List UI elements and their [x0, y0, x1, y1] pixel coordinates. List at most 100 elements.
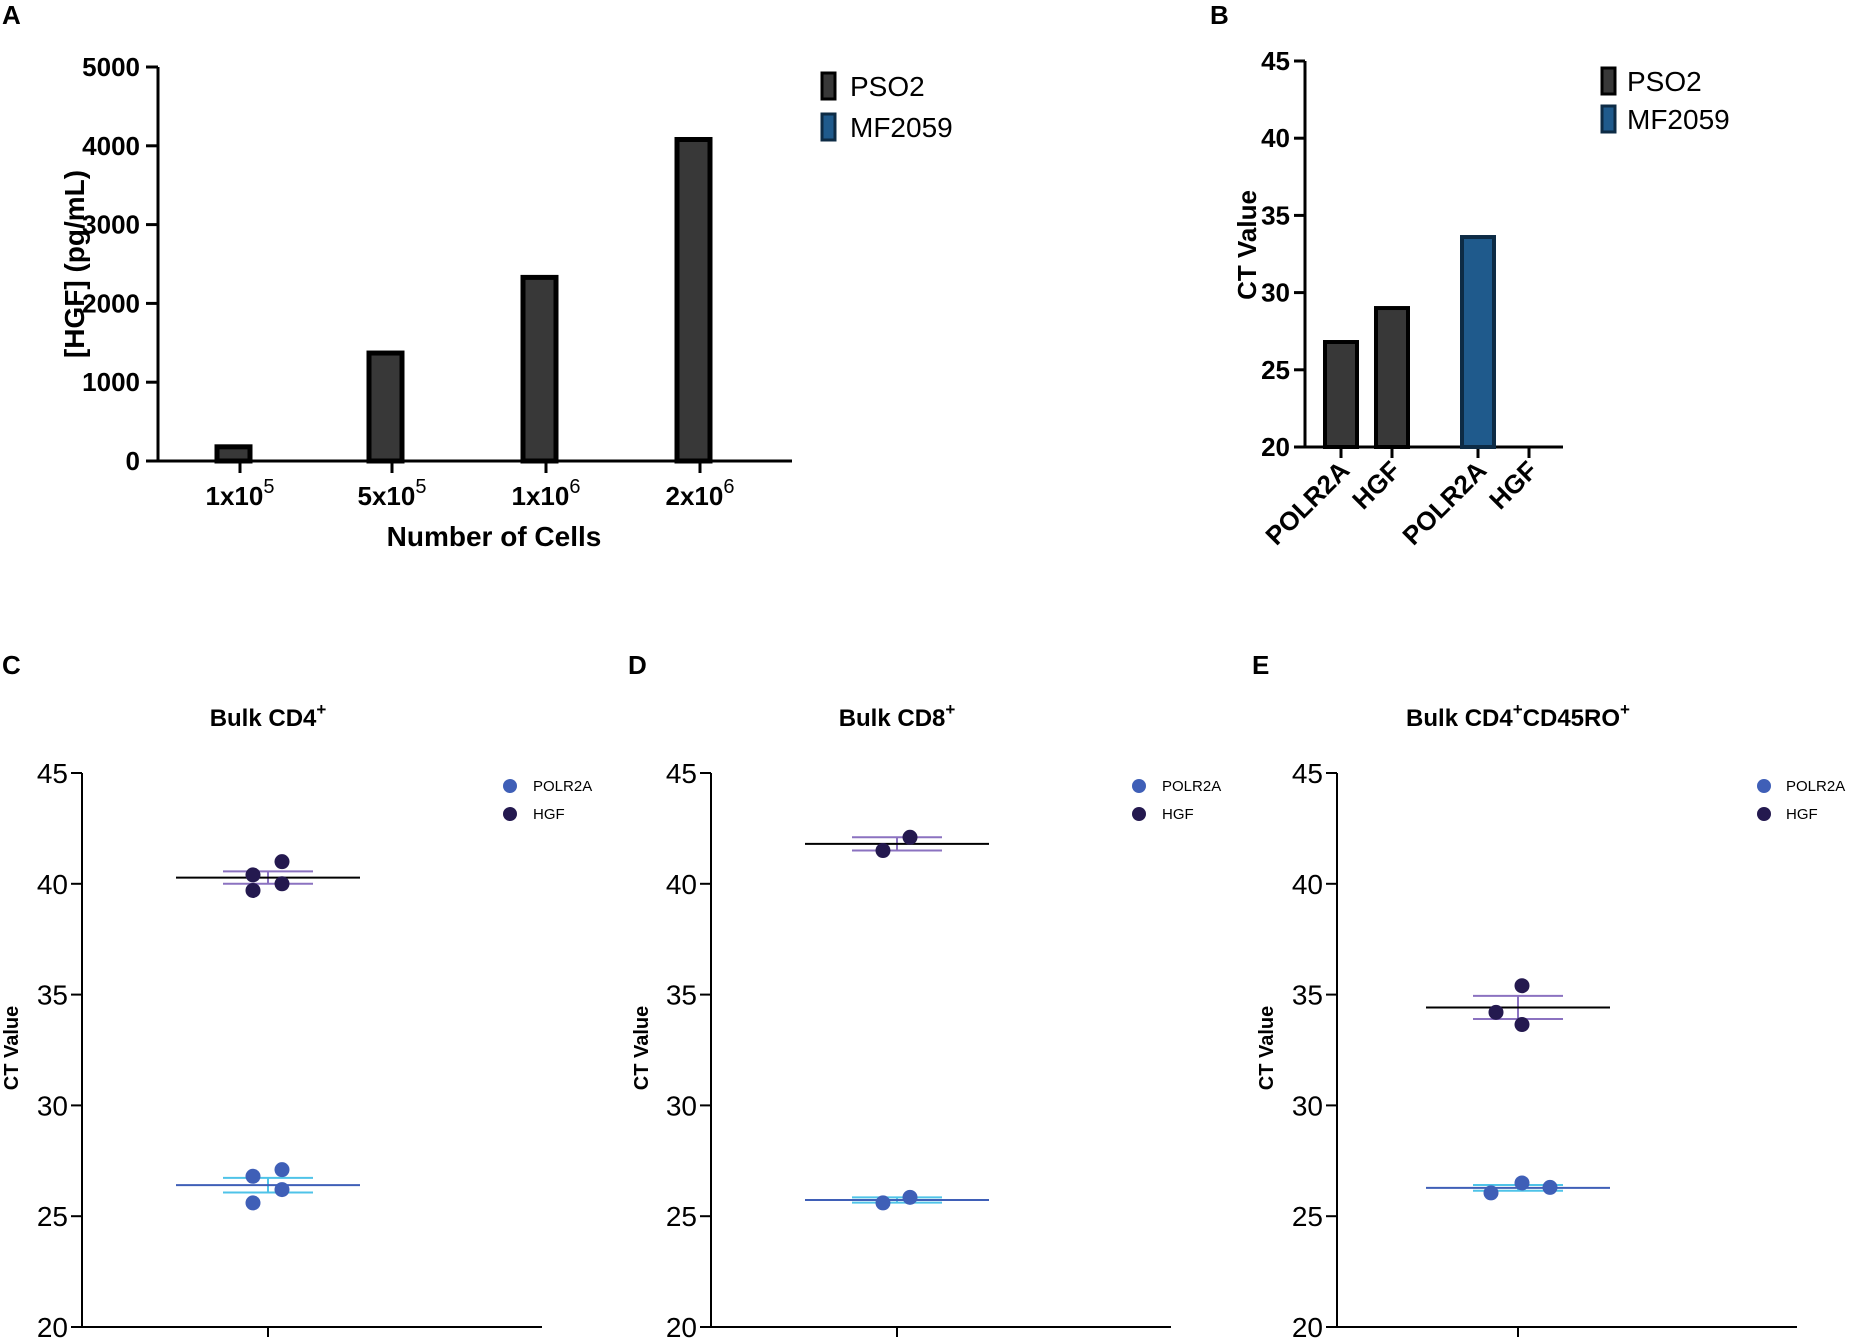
panel-e-polr2a-point — [1514, 1175, 1530, 1191]
panel-d-polr2a-point — [902, 1189, 918, 1205]
legend-dot-polr2a-d — [1132, 779, 1146, 793]
panel-a-xtick-exp: 5 — [263, 476, 274, 498]
panel-a-xtick-label: 5x105 — [358, 476, 427, 511]
panel-c-ytick-label: 25 — [37, 1201, 68, 1232]
panel-a-ytick-label: 0 — [126, 446, 140, 476]
panel-e-ylabel: CT Value — [1256, 1006, 1278, 1090]
panel-e-label: E — [1252, 650, 1269, 680]
panel-b-xtick-label: HGF — [1483, 455, 1543, 515]
panel-a-xtick-exp: 6 — [723, 476, 734, 498]
panel-e-ytick-label: 45 — [1292, 758, 1323, 789]
panel-c-title-sup: + — [316, 700, 326, 719]
panel-a-xaxis: 1x10 5 5x105 1x106 2x106 — [158, 459, 792, 511]
panel-e-title-base: Bulk CD4 — [1406, 705, 1513, 732]
panel-a-yaxis: 0 1000 2000 3000 4000 5000 — [82, 52, 160, 476]
panel-d: D Bulk CD8+ CT Value 20 25 30 35 40 45 POLR2A… — [628, 650, 1221, 1343]
panel-c-ylabel: CT Value — [1, 1006, 23, 1090]
panel-c-polr2a-point — [274, 1182, 290, 1198]
panel-b-ytick-label: 45 — [1261, 46, 1290, 76]
panel-e-legend: POLR2A HGF — [1757, 778, 1845, 823]
panel-d-title: Bulk CD8+ — [839, 700, 956, 732]
panel-d-hgf-point — [875, 843, 891, 859]
panel-a-xtick-label: 1x106 — [512, 476, 581, 511]
panel-d-ylabel: CT Value — [631, 1006, 653, 1090]
panel-d-ytick-label: 35 — [666, 980, 697, 1011]
panel-d-ytick-label: 20 — [666, 1312, 697, 1343]
panel-a-ytick-label: 2000 — [82, 288, 140, 318]
panel-b-xtick-label: POLR2A — [1259, 455, 1355, 551]
panel-e-hgf-point — [1488, 1004, 1504, 1020]
panel-a-xlabel: Number of Cells — [387, 521, 602, 552]
panel-e-title-mid: CD45RO — [1523, 705, 1620, 732]
legend-label-pso2: PSO2 — [850, 71, 925, 102]
panel-c-polr2a-point — [245, 1195, 261, 1211]
panel-d-ytick-label: 45 — [666, 758, 697, 789]
panel-e-hgf-point — [1514, 978, 1530, 994]
panel-e-ytick-label: 25 — [1292, 1201, 1323, 1232]
panel-a-xtick-base: 1x10 — [512, 481, 570, 511]
panel-e-ytick-label: 20 — [1292, 1312, 1323, 1343]
panel-b-ytick-label: 40 — [1261, 123, 1290, 153]
panel-b-bar-mf2059 — [1460, 235, 1496, 449]
panel-d-ytick-label: 30 — [666, 1090, 697, 1121]
panel-c-title-base: Bulk CD4 — [210, 705, 317, 732]
legend-swatch-pso2-b — [1600, 66, 1617, 96]
panel-b-xtick-label: POLR2A — [1396, 455, 1492, 551]
panel-d-hgf-point — [902, 829, 918, 845]
panel-c-ytick-label: 40 — [37, 869, 68, 900]
panel-a-bar-pso2 — [674, 136, 713, 464]
panel-e-title-sup2: + — [1620, 700, 1630, 719]
legend-item-mf2059-b: MF2059 — [1600, 104, 1730, 135]
panel-a-bar-pso2 — [366, 350, 405, 464]
panel-b-yaxis: 20 25 30 35 40 45 — [1261, 46, 1307, 462]
panel-c-polr2a-point — [245, 1168, 261, 1184]
panel-d-title-sup: + — [945, 700, 955, 719]
panel-c-title: Bulk CD4+ — [210, 700, 327, 732]
panel-e-hgf-point — [1514, 1017, 1530, 1033]
panel-e: E Bulk CD4+CD45RO+ CT Value 202530354045… — [1252, 650, 1845, 1343]
panel-d-label: D — [628, 650, 647, 680]
panel-a-bar-pso2 — [214, 444, 253, 464]
panel-d-ytick-label: 25 — [666, 1201, 697, 1232]
legend-label-hgf-d: HGF — [1162, 806, 1194, 823]
legend-dot-hgf-e — [1757, 807, 1771, 821]
panel-e-title: Bulk CD4+CD45RO+ — [1406, 700, 1630, 732]
panel-c-ytick-label: 30 — [37, 1090, 68, 1121]
legend-label-mf2059: MF2059 — [850, 112, 953, 143]
panel-c-polr2a-point — [274, 1162, 290, 1178]
legend-label-polr2a-e: POLR2A — [1786, 778, 1845, 795]
panel-e-ytick-label: 35 — [1292, 980, 1323, 1011]
panel-e-ytick-label: 40 — [1292, 869, 1323, 900]
panel-c-ytick-label: 35 — [37, 980, 68, 1011]
panel-b-ytick-label: 20 — [1261, 432, 1290, 462]
panel-a-ytick-label: 1000 — [82, 367, 140, 397]
panel-c-ytick-label: 45 — [37, 758, 68, 789]
panel-d-legend: POLR2A HGF — [1132, 778, 1221, 823]
legend-label-hgf-e: HGF — [1786, 806, 1818, 823]
legend-dot-hgf-c — [503, 807, 517, 821]
panel-e-polr2a-point — [1483, 1185, 1499, 1201]
legend-label-hgf-c: HGF — [533, 806, 565, 823]
legend-item-pso2-b: PSO2 — [1600, 66, 1702, 97]
panel-b-legend: PSO2 MF2059 — [1600, 66, 1730, 135]
panel-c-label: C — [2, 650, 21, 680]
panel-a-xtick-label: 2x106 — [666, 476, 735, 511]
legend-item-mf2059: MF2059 — [820, 112, 953, 143]
panel-c-ytick-label: 20 — [37, 1312, 68, 1343]
legend-dot-polr2a-e — [1757, 779, 1771, 793]
legend-label-mf2059-b: MF2059 — [1627, 104, 1730, 135]
panel-b-bar-pso2 — [1323, 340, 1359, 449]
legend-label-polr2a-d: POLR2A — [1162, 778, 1221, 795]
panel-c-hgf-point — [245, 867, 261, 883]
legend-dot-hgf-d — [1132, 807, 1146, 821]
panel-a-xtick-exp: 6 — [569, 476, 580, 498]
panel-c-hgf-point — [245, 882, 261, 898]
panel-e-title-sup1: + — [1513, 700, 1523, 719]
panel-e-polr2a-point — [1542, 1179, 1558, 1195]
panel-a-ytick-label: 4000 — [82, 131, 140, 161]
panel-a-ytick-label: 3000 — [82, 210, 140, 240]
panel-c: C Bulk CD4+ CT Value 20 25 30 35 40 45 POLR2A… — [1, 650, 592, 1343]
